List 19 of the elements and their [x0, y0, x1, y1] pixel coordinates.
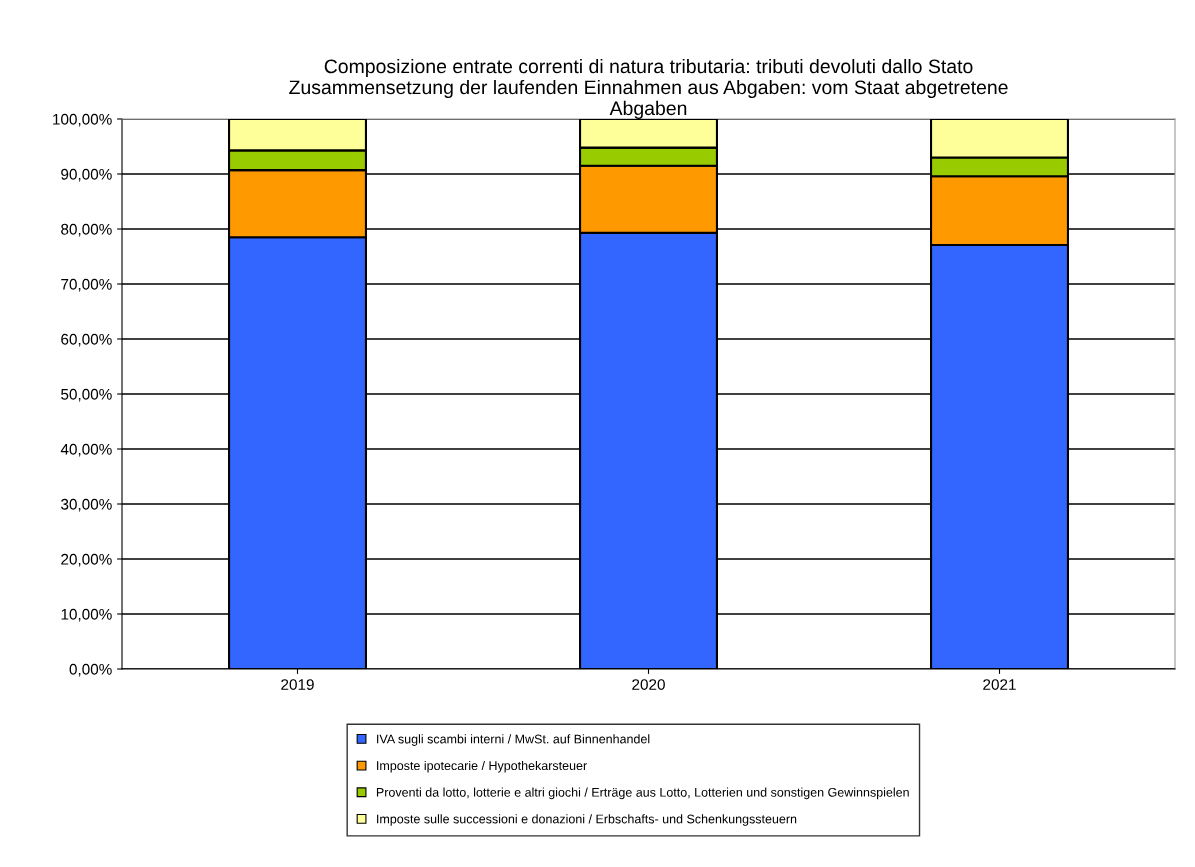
legend-label: Imposte ipotecarie / Hypothekarsteuer: [377, 760, 587, 773]
y-tick-label: 30,00%: [61, 498, 112, 512]
x-tick-label: 2020: [632, 679, 665, 690]
y-tick-label: 60,00%: [61, 333, 112, 347]
y-tick-label: 70,00%: [61, 278, 112, 292]
chart-title: Composizione entrate correnti di natura tributaria: tributi devoluti dallo Stato Zusammensetzung der laufenden Einnahmen aus Abgaben: vom Staat abgetretene Abgaben: [289, 58, 1008, 119]
y-tick-label: 90,00%: [61, 168, 112, 182]
y-tick-label: 50,00%: [61, 388, 112, 402]
y-tick-label: 0,00%: [69, 663, 112, 677]
y-tick-label: 40,00%: [60, 443, 112, 457]
y-tick-label: 100,00%: [53, 113, 112, 127]
y-tick-label: 10,00%: [61, 608, 112, 622]
y-tick-label: 80,00%: [61, 223, 112, 237]
x-tick-label: 2021: [983, 679, 1016, 690]
legend-label: IVA sugli scambi interni / MwSt. auf Binnenhandel: [377, 734, 650, 746]
legend-label: Imposte sulle successioni e donazioni / Erbschafts- und Schenkungssteuern: [377, 814, 797, 826]
legend-label: Proventi da lotto, lotterie e altri giochi / Erträge aus Lotto, Lotterien und sonstigen Gewinnspielen: [376, 787, 909, 800]
y-tick-label: 20,00%: [61, 553, 112, 567]
x-tick-label: 2019: [281, 679, 314, 690]
